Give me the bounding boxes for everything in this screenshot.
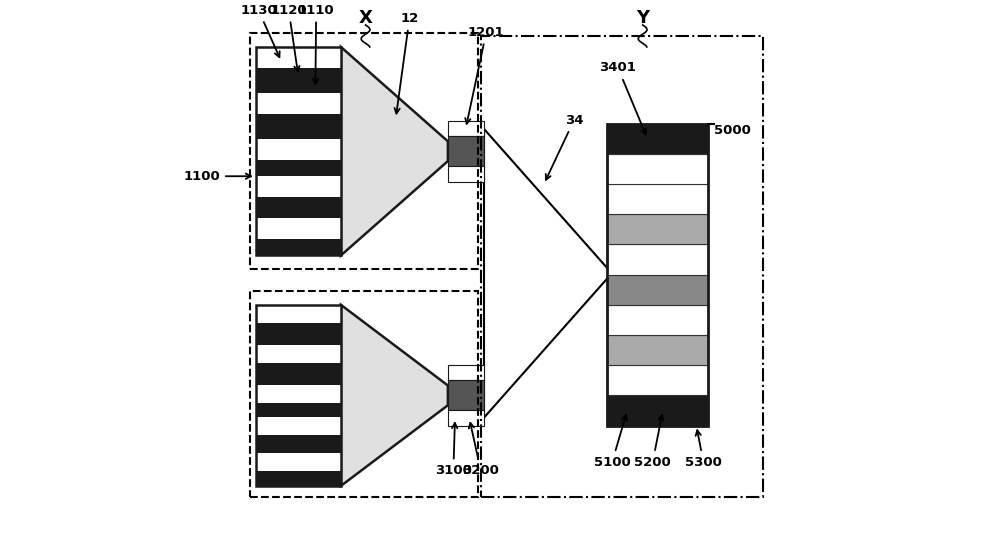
Text: 5300: 5300 [685,430,722,469]
Bar [448,166,484,182]
Bar [607,154,708,184]
Bar [256,453,341,472]
Bar [448,411,484,426]
Bar [256,417,341,435]
Bar [256,345,341,363]
Text: 1100: 1100 [183,170,251,183]
Bar [256,114,341,139]
Bar [448,136,484,166]
Bar [250,33,478,269]
Bar [250,291,478,497]
Bar [256,435,341,453]
Bar [607,365,708,395]
Text: X: X [359,9,373,26]
Bar [256,218,341,239]
Bar [256,384,341,402]
Text: 5000: 5000 [714,124,751,137]
Text: 1130: 1130 [240,4,280,57]
Bar [607,124,708,425]
Bar [481,36,763,497]
Bar [256,197,341,218]
Polygon shape [341,47,448,255]
Text: 1110: 1110 [298,4,335,84]
Bar [607,305,708,335]
Text: Y: Y [636,9,649,26]
Bar [256,68,341,93]
Bar [448,121,484,136]
Bar [256,93,341,114]
Bar [256,402,341,417]
Text: 5200: 5200 [634,415,671,469]
Bar [256,139,341,160]
Bar [256,363,341,384]
Bar [256,305,341,486]
Bar [256,323,341,345]
Bar [607,274,708,305]
Text: 1201: 1201 [465,26,505,124]
Bar [607,395,708,425]
Bar [256,47,341,68]
Bar [448,365,484,380]
Bar [607,124,708,154]
Bar [256,472,341,486]
Bar [607,184,708,214]
Bar [256,160,341,176]
Text: 5100: 5100 [594,415,630,469]
Polygon shape [341,305,448,486]
Bar [256,47,341,255]
Text: 34: 34 [546,114,583,180]
Text: 12: 12 [395,12,419,114]
Bar [607,335,708,365]
Bar [448,380,484,411]
Bar [607,214,708,244]
Bar [256,239,341,255]
Text: 1120: 1120 [270,4,307,71]
Text: 3100: 3100 [435,423,472,477]
Bar [256,305,341,323]
Text: 3401: 3401 [600,61,646,135]
Bar [607,244,708,274]
Text: 3200: 3200 [462,423,499,477]
Bar [256,176,341,197]
